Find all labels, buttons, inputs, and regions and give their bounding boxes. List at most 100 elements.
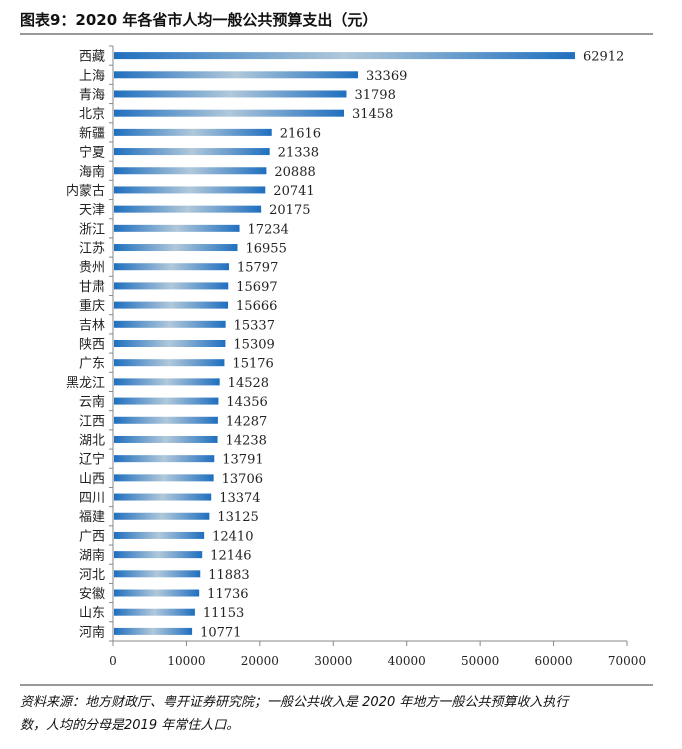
data-label: 31798 (354, 88, 395, 103)
x-tick-label: 60000 (534, 654, 572, 668)
bar (114, 224, 240, 232)
category-label: 辽宁 (79, 452, 105, 468)
data-label: 10771 (200, 625, 241, 640)
category-label: 四川 (79, 491, 105, 506)
bar (114, 512, 210, 520)
category-label: 湖南 (79, 548, 105, 564)
category-label: 安徽 (79, 587, 105, 602)
data-label: 15176 (232, 357, 273, 372)
category-label: 新疆 (79, 125, 105, 141)
x-tick-label: 10000 (167, 654, 205, 668)
data-label: 14528 (228, 376, 269, 391)
x-tick-label: 30000 (314, 654, 352, 668)
bar (114, 109, 344, 117)
chart-title: 图表9：2020 年各省市人均一般公共预算支出（元） (20, 11, 378, 29)
footnote-divider (20, 684, 653, 686)
bar (114, 589, 200, 597)
data-label: 15337 (234, 318, 275, 333)
data-label: 15666 (236, 299, 277, 314)
category-label: 重庆 (79, 298, 105, 314)
bar (114, 205, 262, 213)
category-label: 福建 (79, 510, 105, 525)
data-label: 33369 (366, 69, 407, 84)
bar (114, 416, 218, 424)
bar (114, 493, 212, 501)
data-label: 20175 (269, 203, 310, 218)
bar (114, 359, 225, 367)
bar (114, 435, 218, 443)
bar (114, 320, 226, 328)
bar (114, 531, 205, 539)
data-label: 14356 (226, 395, 267, 410)
category-label: 青海 (79, 88, 105, 103)
bar (114, 455, 215, 463)
category-label: 河北 (79, 568, 105, 583)
bar (114, 551, 203, 559)
category-label: 内蒙古 (66, 183, 105, 199)
data-label: 12410 (212, 529, 253, 544)
bar (114, 340, 226, 347)
bar (114, 397, 219, 405)
bar (114, 378, 220, 386)
category-label: 黑龙江 (66, 376, 105, 391)
data-label: 13125 (217, 510, 258, 525)
data-label: 13791 (222, 453, 263, 468)
bar (114, 186, 266, 194)
data-label: 12146 (210, 549, 251, 564)
data-label: 11153 (203, 606, 244, 621)
category-label: 贵州 (79, 261, 105, 276)
category-label: 陕西 (79, 338, 105, 353)
category-label: 江苏 (79, 241, 105, 257)
category-label: 甘肃 (79, 280, 105, 295)
bar (114, 627, 193, 635)
data-label: 17234 (248, 222, 289, 237)
category-label: 海南 (79, 164, 105, 180)
data-label: 14287 (226, 414, 267, 429)
category-label: 北京 (79, 107, 105, 122)
x-tick-label: 70000 (608, 654, 646, 668)
bar (114, 608, 195, 616)
bar (114, 244, 238, 252)
category-label: 广东 (79, 357, 105, 372)
data-label: 62912 (583, 50, 624, 65)
bar-chart: 0 10000 20000 30000 40000 50000 60000 70000 西藏 62… (66, 45, 646, 668)
bar (114, 71, 359, 79)
bar (114, 148, 270, 156)
bar (114, 282, 229, 290)
data-label: 31458 (352, 107, 393, 122)
bar (114, 301, 229, 309)
category-label: 湖北 (79, 433, 105, 448)
x-tick-label: 50000 (461, 654, 499, 668)
x-tick-label: 20000 (241, 654, 279, 668)
data-label: 15797 (237, 261, 278, 276)
category-label: 山东 (79, 606, 105, 621)
data-label: 15309 (233, 338, 274, 353)
category-label: 浙江 (79, 222, 105, 237)
bar (114, 90, 347, 98)
bar (114, 263, 229, 271)
category-label: 西藏 (79, 50, 105, 65)
data-label: 11736 (207, 587, 248, 602)
x-tick-label: 0 (109, 654, 117, 668)
category-label: 山西 (79, 472, 105, 487)
category-label: 河南 (79, 624, 105, 640)
category-label: 吉林 (79, 318, 105, 333)
category-label: 云南 (79, 394, 105, 410)
bar (114, 570, 201, 578)
bar (114, 167, 267, 175)
x-tick-label: 40000 (388, 654, 426, 668)
data-label: 20888 (274, 165, 315, 180)
title-divider (20, 33, 653, 35)
data-label: 21338 (278, 146, 319, 161)
data-label: 21616 (280, 126, 321, 141)
data-label: 13374 (219, 491, 260, 506)
data-label: 14238 (226, 433, 267, 448)
bar (114, 52, 575, 60)
footnote-line2: 数，人均的分母是2019 年常住人口。 (20, 718, 240, 733)
category-label: 宁夏 (79, 145, 105, 161)
category-label: 广西 (79, 529, 105, 544)
data-label: 16955 (245, 242, 286, 257)
category-label: 江西 (79, 414, 105, 429)
data-label: 11883 (208, 568, 249, 583)
category-label: 天津 (79, 203, 105, 218)
